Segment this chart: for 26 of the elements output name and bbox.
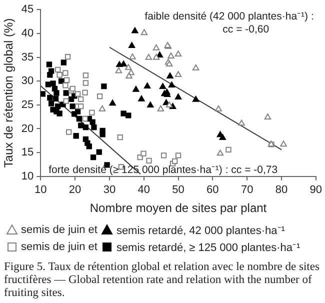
- legend-label: semis de juin et: [21, 240, 98, 252]
- y-tick-label: 20: [21, 122, 34, 135]
- y-tick-label: 35: [21, 51, 34, 64]
- annotation: faible densité (42 000 plantes·ha⁻¹) :: [144, 10, 314, 23]
- y-axis-title: Taux de rétention global (%): [2, 18, 16, 168]
- y-tick-label: 10: [21, 170, 34, 182]
- x-tick-label: 70: [240, 184, 254, 196]
- legend-label: semis retardé, ≥ 125 000 plantes·ha⁻¹: [116, 241, 300, 254]
- y-tick-label: 30: [21, 75, 34, 88]
- x-tick-label: 60: [206, 184, 219, 196]
- legend-label: semis retardé, 42 000 plantes·ha⁻¹: [116, 224, 285, 237]
- annotation: cc = -0,60: [222, 24, 270, 36]
- x-tick-label: 40: [138, 184, 150, 196]
- legend-label: semis de juin et: [21, 224, 98, 236]
- x-tick-label: 80: [275, 184, 288, 196]
- x-tick-label: 10: [34, 184, 47, 196]
- x-tick-label: 20: [68, 184, 82, 196]
- y-tick-label: 40: [21, 27, 34, 40]
- y-tick-label: 45: [21, 4, 34, 16]
- y-tick-label: 15: [21, 146, 34, 159]
- x-tick-label: 30: [103, 184, 116, 196]
- x-tick-label: 90: [310, 184, 322, 196]
- y-tick-label: 25: [21, 98, 34, 111]
- caption: Figure 5. Taux de rétention global et relation avec le nombre de sites fructifères — Global retention rate and relation with the number of fruiting sites.: [3, 260, 320, 300]
- x-axis-title: Nombre moyen de sites par plant: [90, 201, 268, 216]
- x-tick-label: 50: [172, 184, 184, 196]
